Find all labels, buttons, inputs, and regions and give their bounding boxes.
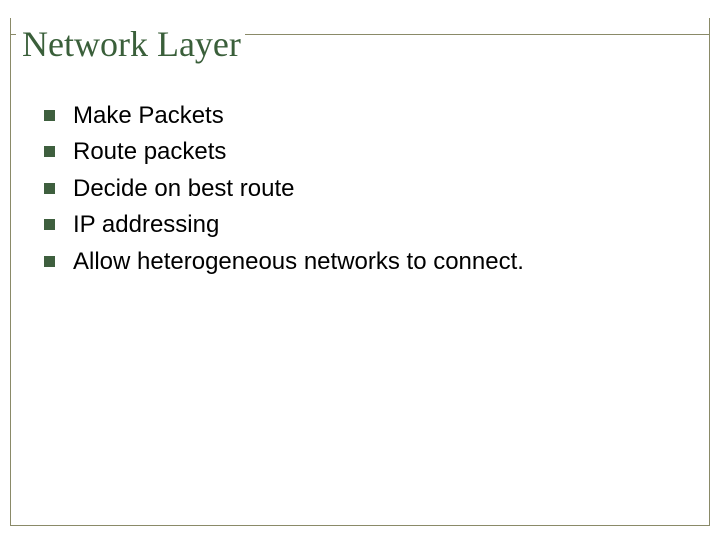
list-item: Route packets <box>44 136 680 168</box>
bullet-text: Allow heterogeneous networks to connect. <box>73 246 524 278</box>
list-item: Make Packets <box>44 100 680 132</box>
slide-container: Network Layer Make Packets Route packets… <box>0 0 720 540</box>
square-bullet-icon <box>44 183 55 194</box>
square-bullet-icon <box>44 256 55 267</box>
bullet-text: Make Packets <box>73 100 224 132</box>
content-area: Make Packets Route packets Decide on bes… <box>44 100 680 282</box>
square-bullet-icon <box>44 110 55 121</box>
list-item: Allow heterogeneous networks to connect. <box>44 246 680 278</box>
list-item: Decide on best route <box>44 173 680 205</box>
square-bullet-icon <box>44 219 55 230</box>
bullet-list: Make Packets Route packets Decide on bes… <box>44 100 680 278</box>
bullet-text: Route packets <box>73 136 226 168</box>
square-bullet-icon <box>44 146 55 157</box>
list-item: IP addressing <box>44 209 680 241</box>
bullet-text: IP addressing <box>73 209 219 241</box>
bullet-text: Decide on best route <box>73 173 294 205</box>
